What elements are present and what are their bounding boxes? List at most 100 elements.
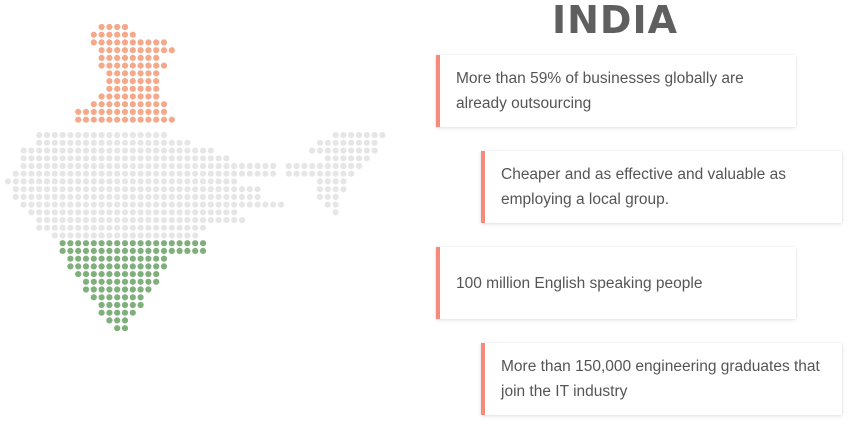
map-dot-white xyxy=(129,186,136,193)
map-dot-green xyxy=(59,247,66,254)
map-dot-white xyxy=(371,139,378,146)
map-dot-white xyxy=(43,147,51,154)
map-dot-white xyxy=(90,201,97,208)
map-dot-white xyxy=(98,155,105,162)
map-dot-saffron xyxy=(137,78,144,85)
map-dot-saffron xyxy=(137,39,144,46)
map-dot-white xyxy=(106,217,113,224)
map-dot-green xyxy=(106,255,113,262)
map-dot-white xyxy=(246,186,253,193)
map-dot-white xyxy=(98,224,105,231)
map-dot-white xyxy=(348,132,355,139)
map-dot-saffron xyxy=(145,108,152,115)
map-dot-white xyxy=(121,162,129,170)
map-dot-white xyxy=(192,155,199,162)
map-dot-white xyxy=(90,162,97,170)
map-dot-white xyxy=(114,155,121,162)
map-dot-white xyxy=(67,155,74,162)
map-dot-green xyxy=(129,255,136,262)
map-dot-saffron xyxy=(153,108,160,115)
map-dot-saffron xyxy=(160,108,168,115)
map-dot-white xyxy=(192,186,199,193)
map-dot-white xyxy=(145,132,152,139)
map-dot-white xyxy=(67,186,74,193)
map-dot-green xyxy=(106,247,113,254)
map-dot-green xyxy=(153,247,160,254)
map-dot-white xyxy=(176,162,183,170)
map-dot-white xyxy=(75,170,82,177)
map-dot-white xyxy=(137,186,144,193)
map-dot-saffron xyxy=(114,93,121,100)
map-dot-saffron xyxy=(145,78,152,85)
map-dot-white xyxy=(82,132,90,139)
map-dot-green xyxy=(129,294,136,301)
map-dot-white xyxy=(316,193,324,200)
map-dot-white xyxy=(82,162,90,170)
map-dot-green xyxy=(153,255,160,262)
map-dot-saffron xyxy=(121,101,129,108)
map-dot-saffron xyxy=(98,47,105,54)
map-dot-white xyxy=(43,201,51,208)
map-dot-white xyxy=(59,139,66,146)
map-dot-white xyxy=(340,170,347,177)
map-dot-white xyxy=(28,155,35,162)
map-dot-green xyxy=(114,271,121,278)
map-dot-green xyxy=(106,263,113,270)
map-dot-white xyxy=(332,186,339,193)
map-dot-white xyxy=(176,186,183,193)
map-dot-green xyxy=(98,309,105,316)
map-dot-white xyxy=(137,232,144,239)
map-dot-white xyxy=(28,147,35,154)
map-dot-green xyxy=(98,286,105,293)
map-dot-white xyxy=(121,170,129,177)
map-dot-white xyxy=(363,139,370,146)
map-dot-saffron xyxy=(114,70,121,77)
map-dot-green xyxy=(106,294,113,301)
map-dot-white xyxy=(129,217,136,224)
map-dot-green xyxy=(114,278,121,285)
map-dot-white xyxy=(207,193,214,200)
map-dot-green xyxy=(114,325,121,332)
map-dot-green xyxy=(98,247,105,254)
map-dot-saffron xyxy=(106,23,113,31)
map-dot-saffron xyxy=(145,54,152,62)
map-dot-saffron xyxy=(137,47,144,54)
map-dot-white xyxy=(121,193,129,200)
map-dot-white xyxy=(176,232,183,239)
map-dot-white xyxy=(153,147,160,154)
map-dot-white xyxy=(36,201,43,208)
map-dot-white xyxy=(106,209,113,216)
map-dot-white xyxy=(262,162,269,170)
map-dot-white xyxy=(160,132,168,139)
map-dot-white xyxy=(246,162,253,170)
map-dot-green xyxy=(67,263,74,270)
map-dot-white xyxy=(129,209,136,216)
map-dot-white xyxy=(90,178,97,185)
map-dot-green xyxy=(121,294,129,301)
map-dot-white xyxy=(207,155,214,162)
map-dot-white xyxy=(316,162,324,170)
map-dot-saffron xyxy=(98,93,105,100)
map-dot-green xyxy=(82,247,90,254)
map-dot-white xyxy=(254,201,261,208)
map-dot-white xyxy=(246,170,253,177)
map-dot-green xyxy=(90,286,97,293)
map-dot-green xyxy=(114,294,121,301)
map-dot-green xyxy=(121,271,129,278)
map-dot-white xyxy=(332,170,339,177)
map-dot-white xyxy=(51,170,58,177)
map-dot-white xyxy=(36,217,43,224)
map-dot-white xyxy=(160,232,168,239)
map-dot-white xyxy=(332,162,339,170)
map-dot-green xyxy=(106,286,113,293)
map-dot-white xyxy=(316,178,324,185)
map-dot-saffron xyxy=(106,85,113,92)
map-dot-white xyxy=(176,178,183,185)
map-dot-white xyxy=(137,178,144,185)
map-dot-green xyxy=(137,286,144,293)
map-dot-white xyxy=(28,170,35,177)
map-dot-white xyxy=(301,162,308,170)
map-dot-white xyxy=(129,193,136,200)
map-dot-green xyxy=(59,240,66,247)
map-dot-white xyxy=(59,186,66,193)
